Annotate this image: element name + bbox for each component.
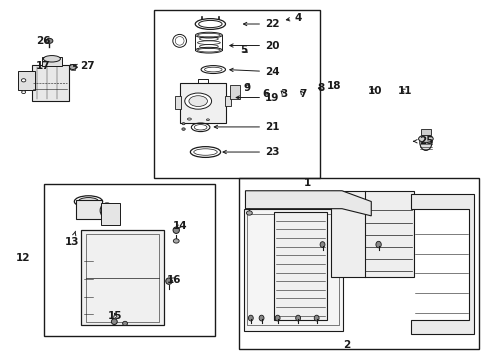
Bar xyxy=(101,203,120,225)
Ellipse shape xyxy=(122,321,127,325)
Ellipse shape xyxy=(21,91,25,94)
Bar xyxy=(273,212,327,320)
Bar xyxy=(32,65,69,101)
Ellipse shape xyxy=(375,241,381,248)
Ellipse shape xyxy=(74,196,102,207)
Text: 1: 1 xyxy=(304,178,310,188)
Bar xyxy=(76,200,102,220)
Ellipse shape xyxy=(195,47,222,53)
Bar xyxy=(230,85,240,99)
Text: 24: 24 xyxy=(229,67,279,77)
Text: 23: 23 xyxy=(223,147,279,157)
Ellipse shape xyxy=(248,315,253,321)
Text: 26: 26 xyxy=(36,36,51,46)
Text: 3: 3 xyxy=(280,89,287,99)
Text: 19: 19 xyxy=(236,93,279,103)
Text: 8: 8 xyxy=(317,83,324,93)
Bar xyxy=(243,209,343,330)
Ellipse shape xyxy=(275,315,280,321)
Bar xyxy=(180,83,226,123)
Bar xyxy=(18,71,35,90)
Text: 9: 9 xyxy=(243,83,250,93)
Ellipse shape xyxy=(295,315,300,321)
Text: 15: 15 xyxy=(108,311,122,321)
Polygon shape xyxy=(245,191,370,216)
Text: 27: 27 xyxy=(74,61,94,71)
Text: 21: 21 xyxy=(214,122,279,132)
Text: 7: 7 xyxy=(299,89,306,99)
Bar xyxy=(154,10,320,178)
Ellipse shape xyxy=(184,93,211,109)
Ellipse shape xyxy=(46,39,53,43)
Polygon shape xyxy=(410,194,473,334)
Text: 5: 5 xyxy=(240,45,247,55)
Bar xyxy=(330,191,413,277)
Ellipse shape xyxy=(206,119,209,121)
Ellipse shape xyxy=(43,55,61,62)
Ellipse shape xyxy=(173,239,179,243)
Text: 12: 12 xyxy=(16,253,31,263)
Text: 16: 16 xyxy=(166,275,181,285)
Bar xyxy=(238,178,478,348)
Text: 11: 11 xyxy=(397,86,412,96)
Ellipse shape xyxy=(165,278,172,284)
Ellipse shape xyxy=(320,242,325,247)
Ellipse shape xyxy=(111,319,117,324)
Bar xyxy=(86,234,159,321)
Text: 17: 17 xyxy=(36,61,51,71)
Text: 6: 6 xyxy=(262,89,269,99)
Ellipse shape xyxy=(100,203,114,218)
Text: 20: 20 xyxy=(229,41,279,50)
Ellipse shape xyxy=(188,96,207,107)
Ellipse shape xyxy=(259,315,264,321)
Bar xyxy=(225,96,231,107)
Ellipse shape xyxy=(78,198,99,206)
Bar xyxy=(420,129,430,135)
Ellipse shape xyxy=(21,79,26,82)
Text: 25: 25 xyxy=(412,136,433,146)
Bar xyxy=(43,184,215,336)
Ellipse shape xyxy=(246,211,252,215)
Text: 13: 13 xyxy=(65,231,80,247)
Ellipse shape xyxy=(195,32,222,38)
Ellipse shape xyxy=(69,64,76,69)
Text: 22: 22 xyxy=(243,19,279,29)
Bar xyxy=(246,214,338,325)
Text: 4: 4 xyxy=(286,13,302,23)
Text: 18: 18 xyxy=(326,81,340,91)
Bar xyxy=(175,96,181,109)
Text: 10: 10 xyxy=(366,86,381,96)
Ellipse shape xyxy=(418,135,432,142)
Ellipse shape xyxy=(182,123,184,125)
Ellipse shape xyxy=(182,128,185,130)
Text: 2: 2 xyxy=(343,340,350,350)
Ellipse shape xyxy=(102,206,111,216)
Text: 14: 14 xyxy=(172,221,186,231)
Ellipse shape xyxy=(246,202,251,208)
Bar xyxy=(81,230,163,325)
Ellipse shape xyxy=(187,118,191,120)
Ellipse shape xyxy=(198,21,222,28)
Ellipse shape xyxy=(173,227,179,233)
Ellipse shape xyxy=(419,134,431,150)
Bar xyxy=(42,57,61,66)
Ellipse shape xyxy=(314,315,319,321)
